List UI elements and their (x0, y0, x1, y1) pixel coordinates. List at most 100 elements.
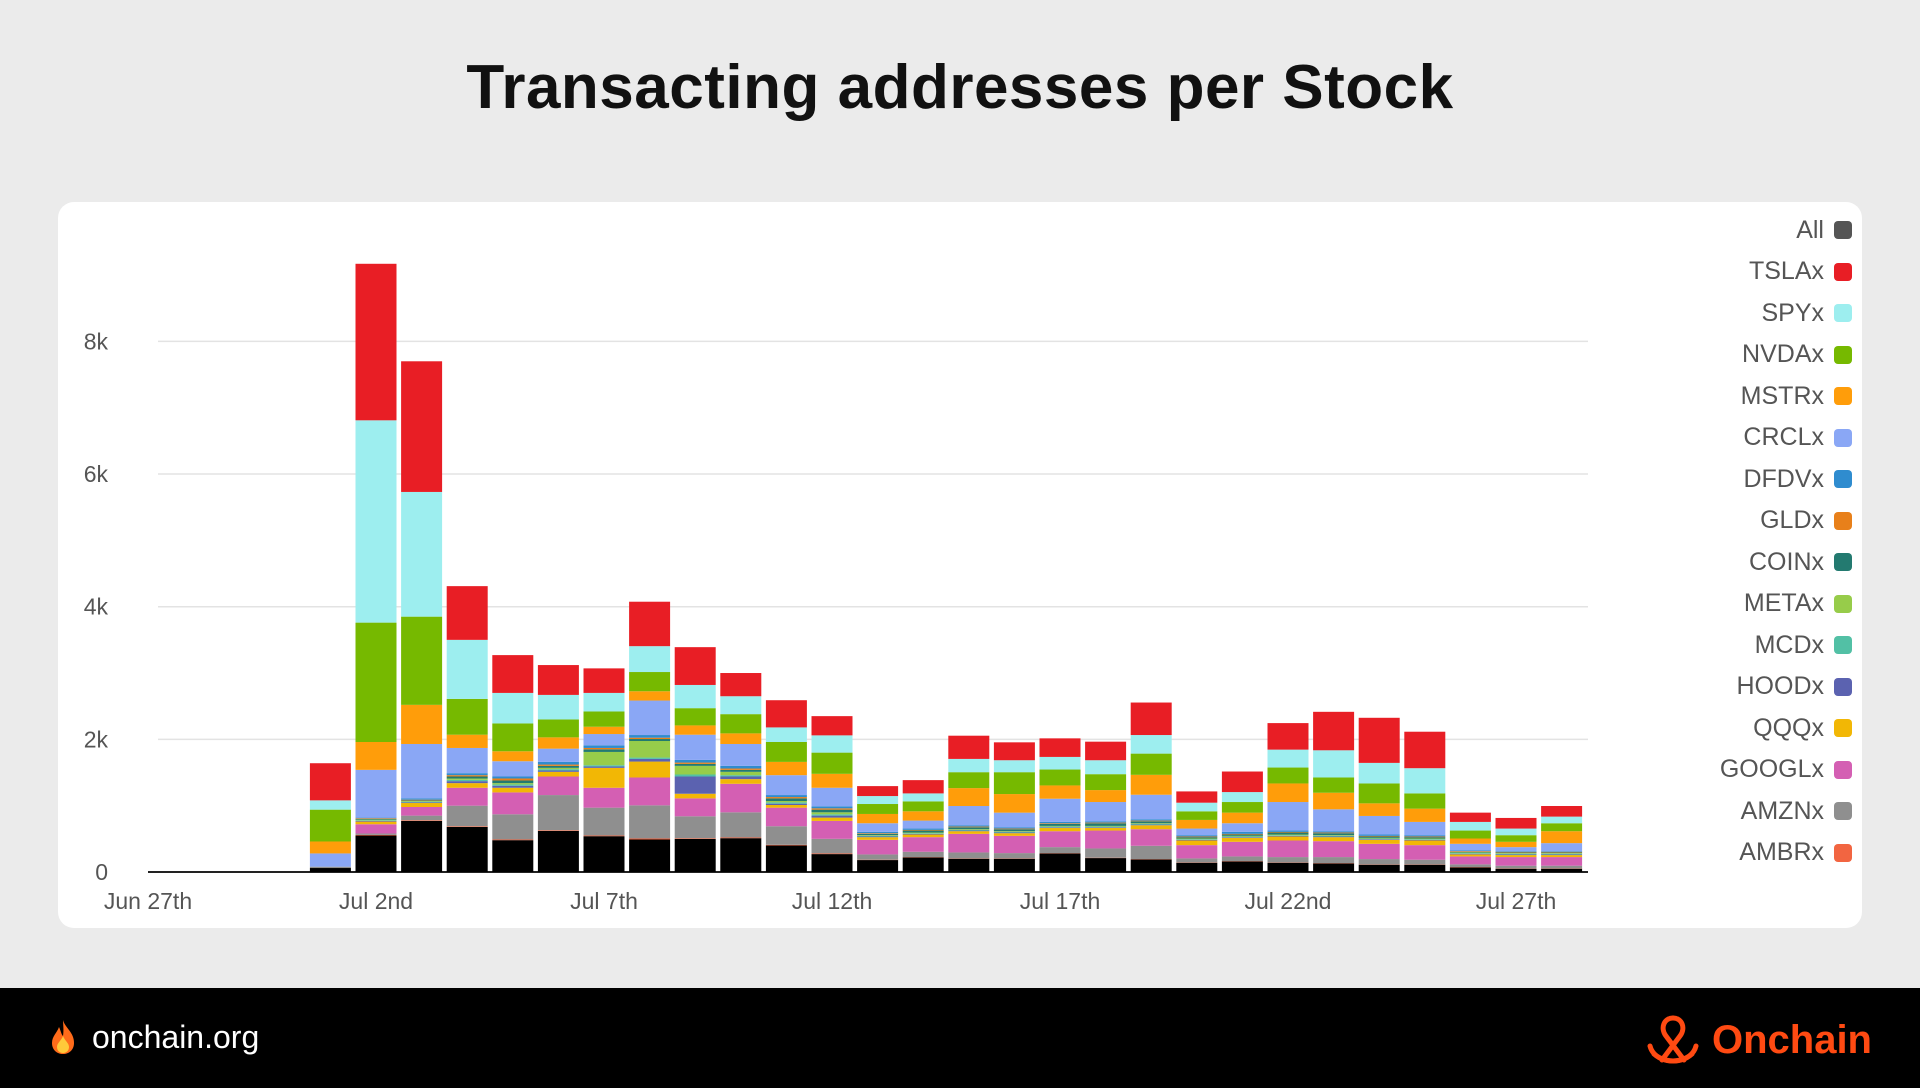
bar-segment[interactable] (1176, 819, 1218, 829)
bar-segment[interactable] (811, 773, 853, 788)
bar-segment[interactable] (720, 765, 762, 769)
bar-segment[interactable] (720, 775, 762, 777)
bar-segment[interactable] (1541, 868, 1583, 872)
bar-segment[interactable] (1404, 839, 1446, 840)
bar-segment[interactable] (446, 775, 488, 777)
bar-segment[interactable] (355, 769, 397, 818)
bar-segment[interactable] (537, 764, 579, 766)
legend-item[interactable]: All (1796, 215, 1852, 245)
bar-segment[interactable] (355, 820, 397, 821)
legend-item[interactable]: METAx (1744, 589, 1852, 619)
bar-segment[interactable] (948, 826, 990, 828)
bar-segment[interactable] (1541, 854, 1583, 856)
bar-segment[interactable] (1449, 852, 1491, 854)
bar-segment[interactable] (674, 765, 716, 775)
bar-segment[interactable] (674, 708, 716, 726)
bar-segment[interactable] (446, 734, 488, 748)
bar-segment[interactable] (1495, 868, 1537, 872)
bar-segment[interactable] (948, 758, 990, 773)
bar-segment[interactable] (1313, 777, 1355, 793)
bar-segment[interactable] (355, 420, 397, 623)
bar-segment[interactable] (811, 735, 853, 753)
bar-segment[interactable] (811, 808, 853, 810)
bar-segment[interactable] (355, 818, 397, 820)
bar-segment[interactable] (1039, 831, 1081, 848)
bar-segment[interactable] (993, 827, 1035, 829)
bar-segment[interactable] (583, 734, 625, 746)
legend-item[interactable]: GLDx (1760, 506, 1852, 536)
bar-segment[interactable] (401, 491, 443, 617)
bar-segment[interactable] (629, 758, 671, 762)
bar-segment[interactable] (629, 777, 671, 806)
bar-segment[interactable] (1449, 843, 1491, 851)
bar-segment[interactable] (674, 793, 716, 799)
bar-segment[interactable] (765, 845, 807, 872)
bar-segment[interactable] (811, 752, 853, 774)
bar-segment[interactable] (765, 802, 807, 804)
bar-segment[interactable] (1313, 863, 1355, 872)
bar-segment[interactable] (1130, 845, 1172, 860)
bar-segment[interactable] (1176, 811, 1218, 820)
bar-segment[interactable] (1267, 835, 1309, 837)
bar-segment[interactable] (948, 829, 990, 830)
bar-segment[interactable] (902, 837, 944, 852)
bar-segment[interactable] (993, 828, 1035, 830)
bar-segment[interactable] (492, 776, 534, 779)
bar-segment[interactable] (811, 838, 853, 854)
bar-segment[interactable] (492, 761, 534, 777)
bar-segment[interactable] (1358, 838, 1400, 840)
bar-segment[interactable] (902, 829, 944, 831)
bar-segment[interactable] (1085, 848, 1127, 858)
bar-segment[interactable] (446, 779, 488, 782)
bar-segment[interactable] (1404, 838, 1446, 840)
bar-segment[interactable] (446, 698, 488, 735)
bar-segment[interactable] (1541, 852, 1583, 854)
bar-segment[interactable] (1313, 792, 1355, 810)
bar-segment[interactable] (857, 839, 899, 855)
bar-segment[interactable] (1449, 856, 1491, 865)
bar-segment[interactable] (1176, 837, 1218, 839)
bar-segment[interactable] (720, 838, 762, 872)
bar-segment[interactable] (902, 834, 944, 838)
bar-segment[interactable] (629, 735, 671, 738)
bar-segment[interactable] (993, 858, 1035, 872)
bar-segment[interactable] (674, 762, 716, 764)
bar-segment[interactable] (1449, 867, 1491, 872)
bar-segment[interactable] (765, 775, 807, 796)
bar-segment[interactable] (537, 769, 579, 771)
bar-segment[interactable] (1085, 826, 1127, 828)
bar-segment[interactable] (1449, 851, 1491, 852)
bar-segment[interactable] (1221, 833, 1263, 835)
bar-segment[interactable] (1176, 838, 1218, 840)
bar-segment[interactable] (1404, 845, 1446, 860)
bar-segment[interactable] (401, 704, 443, 744)
bar-segment[interactable] (1039, 785, 1081, 799)
bar-segment[interactable] (1495, 847, 1537, 852)
bar-segment[interactable] (1085, 830, 1127, 849)
bar-segment[interactable] (857, 813, 899, 824)
bar-segment[interactable] (1449, 838, 1491, 844)
bar-segment[interactable] (355, 819, 397, 821)
bar-segment[interactable] (1313, 837, 1355, 842)
bar-segment[interactable] (1358, 834, 1400, 836)
bar-segment[interactable] (857, 786, 899, 797)
bar-segment[interactable] (1541, 853, 1583, 855)
bar-segment[interactable] (993, 794, 1035, 813)
bar-segment[interactable] (811, 812, 853, 815)
bar-segment[interactable] (1039, 823, 1081, 826)
bar-segment[interactable] (401, 802, 443, 804)
bar-segment[interactable] (355, 835, 397, 872)
bar-segment[interactable] (583, 767, 625, 788)
bar-segment[interactable] (948, 825, 990, 827)
bar-segment[interactable] (355, 263, 397, 421)
bar-segment[interactable] (902, 801, 944, 812)
bar-segment[interactable] (401, 801, 443, 802)
bar-segment[interactable] (857, 837, 899, 840)
bar-segment[interactable] (401, 800, 443, 802)
bar-segment[interactable] (1495, 865, 1537, 869)
bar-segment[interactable] (1221, 802, 1263, 813)
bar-segment[interactable] (1130, 829, 1172, 846)
bar-segment[interactable] (1358, 843, 1400, 860)
bar-segment[interactable] (629, 805, 671, 839)
bar-segment[interactable] (1541, 851, 1583, 853)
